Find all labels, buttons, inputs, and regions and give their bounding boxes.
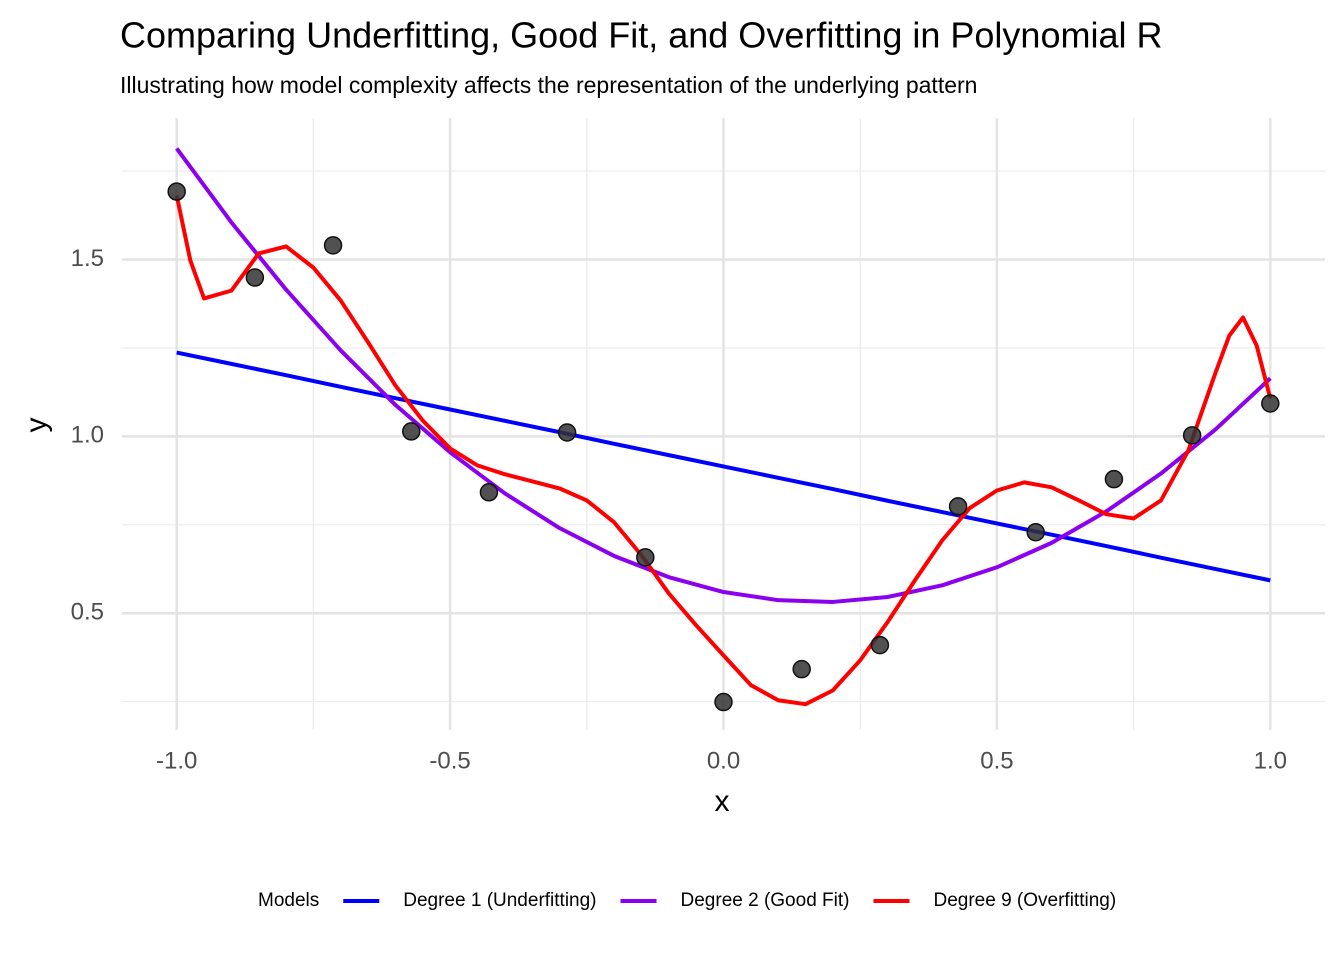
data-point	[1261, 394, 1280, 413]
y-tick-label: 1.5	[71, 245, 104, 272]
legend-label: Degree 9 (Overfitting)	[933, 890, 1116, 911]
data-point	[402, 422, 421, 441]
data-point	[245, 268, 265, 287]
data-point	[714, 692, 733, 712]
y-tick-label: 1.0	[71, 422, 104, 449]
y-tick-label: 0.5	[71, 599, 104, 626]
x-tick-label: 1.0	[1254, 747, 1287, 774]
chart-subtitle: Illustrating how model complexity affect…	[120, 72, 977, 98]
data-point	[792, 659, 811, 679]
legend-label: Degree 1 (Underfitting)	[403, 890, 596, 911]
data-point	[1104, 469, 1124, 489]
data-point	[557, 423, 577, 442]
chart-title: Comparing Underfitting, Good Fit, and Ov…	[120, 15, 1162, 56]
x-tick-label: 0.5	[980, 747, 1013, 774]
data-point	[1026, 522, 1045, 542]
data-point	[167, 182, 186, 201]
line	[175, 147, 1272, 604]
data-point	[636, 548, 655, 567]
data-point	[1182, 426, 1202, 445]
x-axis-label: x	[715, 785, 730, 818]
legend-label: Degree 2 (Good Fit)	[681, 890, 850, 911]
y-axis-label: y	[20, 418, 53, 433]
data-point	[948, 497, 968, 516]
line	[174, 195, 1273, 707]
line	[176, 350, 1271, 583]
x-tick-label: 0.0	[707, 747, 740, 774]
x-tick-label: -0.5	[429, 747, 470, 774]
data-point	[323, 236, 343, 255]
data-point	[870, 635, 890, 655]
x-tick-label: -1.0	[156, 747, 197, 774]
data-point	[479, 483, 499, 502]
legend-title: Models	[258, 890, 319, 911]
